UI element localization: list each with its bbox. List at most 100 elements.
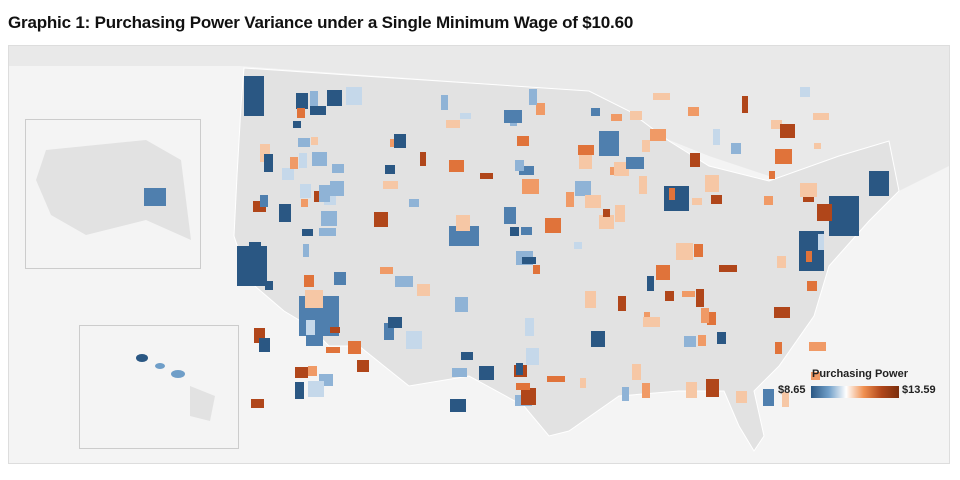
msa-region: [800, 87, 810, 97]
msa-region: [782, 392, 789, 407]
msa-region: [295, 382, 304, 399]
msa-region: [644, 312, 650, 321]
msa-region: [297, 108, 305, 118]
msa-region: [809, 342, 826, 351]
msa-region: [304, 275, 314, 287]
msa-region: [525, 318, 534, 336]
msa-region: [308, 366, 317, 376]
msa-region: [603, 209, 610, 217]
msa-region: [319, 185, 330, 202]
msa-region: [690, 153, 700, 167]
msa-region: [626, 157, 644, 169]
msa-region: [771, 120, 782, 129]
msa-region: [578, 145, 594, 155]
msa-region: [346, 87, 362, 105]
msa-region: [585, 195, 601, 208]
msa-region: [417, 284, 430, 296]
msa-region: [682, 291, 695, 297]
msa-region: [764, 196, 773, 205]
msa-region: [461, 352, 473, 360]
msa-region: [449, 160, 464, 172]
msa-region: [692, 198, 702, 205]
map-frame: [8, 45, 950, 464]
msa-region: [420, 152, 426, 166]
msa-region: [290, 157, 298, 169]
msa-region: [650, 129, 666, 141]
msa-region: [259, 338, 270, 352]
msa-region: [282, 168, 294, 180]
msa-region: [780, 124, 795, 138]
msa-region: [510, 227, 519, 236]
msa-region: [547, 376, 565, 382]
msa-region: [406, 331, 422, 349]
msa-region: [332, 164, 344, 173]
msa-region: [308, 381, 324, 397]
msa-region: [642, 140, 650, 152]
msa-region: [642, 383, 650, 398]
msa-region: [591, 331, 605, 347]
msa-region: [516, 363, 523, 375]
msa-region: [622, 387, 629, 401]
msa-region: [348, 341, 361, 354]
msa-region: [664, 186, 689, 211]
msa-region: [330, 181, 344, 196]
msa-region: [719, 265, 737, 272]
msa-region: [334, 272, 346, 285]
msa-region: [249, 242, 261, 248]
msa-region: [829, 196, 859, 236]
msa-region: [504, 110, 522, 123]
msa-region: [264, 154, 273, 172]
msa-region: [686, 382, 697, 398]
msa-region: [707, 312, 716, 325]
msa-region: [656, 265, 670, 280]
msa-region: [800, 183, 817, 197]
msa-region: [452, 368, 467, 377]
legend-max-label: $13.59: [902, 384, 936, 396]
msa-region: [545, 218, 561, 233]
msa-region: [394, 134, 406, 148]
msa-region: [811, 372, 820, 380]
msa-region: [311, 137, 318, 145]
msa-region: [302, 229, 313, 236]
msa-region: [615, 205, 625, 222]
msa-region: [769, 171, 775, 179]
msa-region: [647, 276, 654, 291]
msa-region: [522, 179, 539, 194]
msa-region: [460, 113, 471, 119]
msa-region: [517, 136, 529, 146]
msa-region: [775, 342, 782, 354]
msa-region: [516, 383, 530, 390]
msa-region: [305, 290, 323, 308]
msa-region: [763, 389, 774, 406]
msa-region: [533, 265, 540, 274]
msa-region: [300, 184, 311, 198]
msa-region: [611, 114, 622, 121]
msa-region: [529, 89, 537, 105]
msa-region: [806, 251, 812, 262]
msa-region: [310, 91, 318, 106]
msa-region: [321, 211, 337, 226]
msa-region: [579, 155, 592, 169]
msa-region: [599, 131, 619, 156]
msa-region: [301, 199, 308, 207]
msa-region: [591, 108, 600, 116]
msa-region: [299, 153, 307, 168]
msa-region: [717, 332, 726, 344]
msa-region: [632, 364, 641, 380]
anchorage-region: [144, 188, 166, 206]
msa-region: [521, 227, 532, 235]
msa-region: [293, 121, 301, 128]
msa-region: [676, 243, 693, 260]
msa-region: [456, 215, 470, 231]
msa-region: [455, 297, 468, 312]
legend-title: Purchasing Power: [812, 368, 908, 380]
msa-region: [817, 204, 832, 221]
msa-region: [694, 244, 703, 257]
msa-region: [869, 171, 889, 196]
msa-region: [519, 166, 534, 175]
msa-region: [777, 256, 786, 268]
msa-region: [380, 267, 393, 274]
msa-region: [385, 165, 395, 174]
msa-region: [684, 336, 696, 347]
msa-region: [639, 176, 647, 194]
